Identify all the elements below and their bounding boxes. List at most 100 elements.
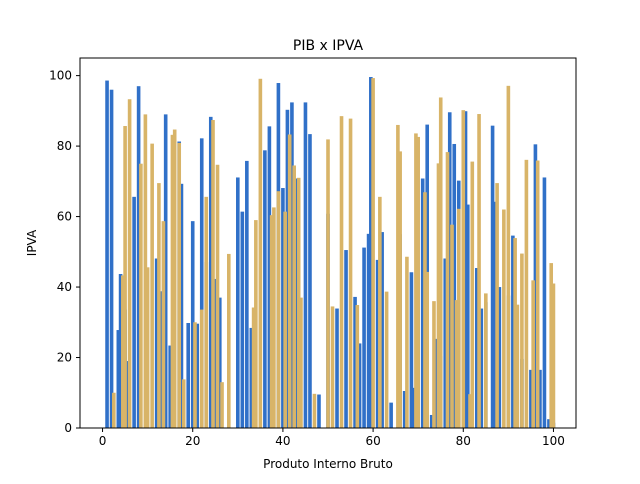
bar-series-2-14	[193, 322, 197, 428]
bar-series-2-45	[416, 136, 420, 428]
bar-series-2-49	[436, 163, 441, 429]
bar-series-2-69	[549, 263, 554, 428]
bar-series-1-7	[136, 86, 141, 428]
bar-series-1-74	[538, 369, 542, 428]
bar-series-1-16	[195, 323, 200, 428]
bar-series-2-54	[456, 208, 461, 428]
bar-series-2-25	[272, 207, 276, 428]
bar-series-2-22	[254, 220, 258, 428]
bar-series-1-0	[105, 80, 109, 429]
bar-series-2-13	[181, 379, 186, 428]
chart-title: PIB x IPVA	[293, 38, 364, 54]
bar-series-2-52	[450, 224, 454, 428]
bar-series-2-20	[227, 253, 231, 428]
bar-series-2-9	[161, 221, 166, 428]
bar-series-2-21	[251, 307, 256, 428]
bar-series-1-41	[362, 247, 366, 428]
bar-series-2-23	[258, 78, 263, 428]
bar-series-2-66	[524, 159, 529, 428]
y-tick-label-40: 40	[57, 280, 72, 294]
bar-series-2-62	[506, 85, 511, 428]
plot-frame	[79, 57, 577, 429]
bar-series-1-8	[154, 258, 159, 428]
bar-series-1-67	[493, 201, 497, 428]
bar-series-2-70	[551, 283, 556, 428]
bar-series-1-29	[281, 188, 285, 428]
bar-series-1-61	[463, 111, 468, 429]
bar-series-2-17	[211, 120, 215, 429]
bar-series-2-64	[515, 304, 520, 428]
bar-series-2-7	[150, 143, 154, 428]
bar-series-2-36	[348, 118, 353, 429]
bar-series-1-76	[547, 419, 551, 428]
bar-series-2-55	[461, 110, 466, 429]
bar-series-2-0	[112, 392, 116, 428]
x-tick-label-60: 60	[365, 434, 380, 448]
bar-series-1-59	[452, 143, 457, 429]
bar-series-2-6	[145, 267, 150, 428]
x-tick-label-20: 20	[185, 434, 200, 448]
bar-series-1-54	[429, 414, 434, 428]
bar-series-2-47	[425, 271, 430, 428]
bar-series-1-34	[308, 134, 312, 429]
bar-series-2-56	[468, 394, 472, 428]
bar-series-2-53	[454, 300, 459, 428]
bar-series-1-25	[249, 327, 254, 428]
bar-series-2-15	[199, 309, 204, 428]
bar-series-1-37	[335, 308, 339, 428]
bar-series-1-20	[213, 278, 218, 428]
bar-series-1-33	[303, 102, 308, 429]
x-tick-label-0: 0	[99, 434, 107, 448]
bar-series-2-24	[269, 215, 274, 428]
bar-series-1-42	[366, 233, 371, 428]
bar-series-1-19	[208, 116, 213, 428]
bar-series-1-11	[168, 345, 172, 428]
y-tick-label-60: 60	[57, 210, 72, 224]
bar-series-1-1	[109, 89, 114, 429]
bar-series-1-52	[420, 178, 425, 428]
bar-series-1-26	[263, 150, 267, 428]
bar-series-2-19	[220, 382, 224, 428]
bar-series-1-27	[267, 126, 272, 429]
bar-series-1-32	[294, 178, 299, 428]
x-tick-label-80: 80	[456, 434, 471, 448]
bar-series-2-67	[531, 280, 535, 428]
bar-series-1-57	[443, 258, 448, 428]
axes-layer: 0 20 40 60 80 100 0 20 40 60 80 100	[49, 69, 565, 448]
bar-series-1-17	[199, 138, 204, 428]
bar-series-2-11	[172, 129, 177, 428]
bar-series-2-63	[513, 238, 517, 428]
bar-series-2-27	[283, 211, 287, 428]
bar-series-2-4	[139, 163, 143, 428]
bar-series-2-32	[312, 393, 317, 428]
bar-series-2-38	[371, 78, 375, 428]
bar-series-2-68	[535, 160, 540, 429]
bar-series-1-38	[344, 250, 348, 428]
bar-series-2-65	[520, 253, 524, 428]
bar-series-1-45	[380, 232, 384, 428]
bar-series-2-50	[438, 97, 443, 428]
bar-series-1-31	[290, 102, 294, 429]
bar-series-2-42	[398, 151, 402, 428]
bar-series-2-57	[470, 161, 475, 428]
bar-series-2-41	[396, 124, 400, 428]
bar-series-2-40	[384, 291, 389, 428]
bar-series-1-70	[511, 235, 515, 428]
bar-series-1-9	[159, 291, 163, 428]
y-tick-label-20: 20	[57, 351, 72, 365]
y-tick-label-0: 0	[64, 421, 72, 435]
bar-series-1-63	[475, 268, 479, 428]
bar-series-2-29	[292, 165, 296, 429]
bar-series-2-3	[127, 99, 132, 428]
bar-series-2-48	[432, 301, 436, 428]
bar-series-1-10	[163, 114, 168, 428]
x-tick-label-40: 40	[275, 434, 290, 448]
bar-series-1-35	[317, 394, 321, 428]
bar-series-2-1	[121, 275, 125, 428]
bar-series-2-35	[339, 116, 344, 428]
bar-series-1-14	[186, 322, 191, 428]
bar-series-1-2	[116, 330, 121, 428]
bar-series-2-43	[405, 256, 409, 428]
bar-series-2-37	[355, 305, 360, 428]
